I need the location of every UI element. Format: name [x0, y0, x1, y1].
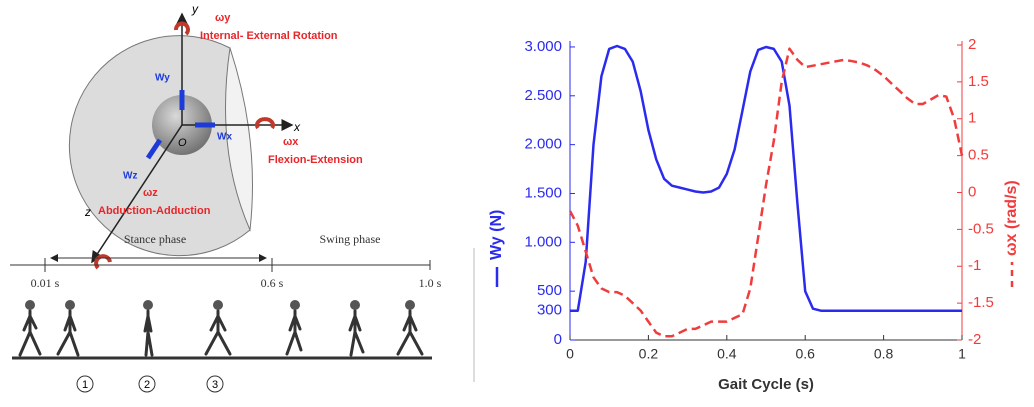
label: Abduction-Adduction: [98, 205, 211, 217]
y-tick-label: 1.000: [524, 233, 562, 250]
time-label: 0.01 s: [31, 276, 60, 290]
y2-tick-label: 1: [968, 110, 976, 127]
y2-tick-label: 0: [968, 183, 976, 200]
y2-axis-label: ωx (rad/s): [1003, 180, 1020, 256]
y-tick-label: 3.000: [524, 38, 562, 55]
x-tick-label: 0: [566, 346, 574, 362]
rotation-icon: [174, 21, 190, 36]
label: Internal- External Rotation: [200, 30, 338, 42]
series-line: [568, 47, 964, 338]
label: ωz: [143, 187, 158, 199]
y2-axis-legend: ωx (rad/s): [1003, 180, 1020, 287]
axis: [91, 124, 183, 264]
rotation-icon: [255, 117, 275, 130]
y-axis-legend: Wy (N): [488, 210, 505, 287]
x-tick-label: 0.4: [717, 346, 737, 362]
label: Wx: [217, 132, 232, 143]
y2-tick-label: -0.5: [968, 220, 994, 237]
rotation-icon: [94, 254, 112, 270]
y-tick-label: 1.500: [524, 184, 562, 201]
axis-label: x: [293, 120, 301, 134]
walkers: [18, 300, 424, 357]
x-tick-label: 0.6: [795, 346, 815, 362]
label: ωx: [283, 136, 299, 148]
y-tick-label: 300: [537, 302, 562, 319]
force-arrow: [145, 138, 163, 160]
x-tick-label: 1: [958, 346, 966, 362]
y-tick-label: 2.500: [524, 87, 562, 104]
marker-label: 1: [82, 379, 88, 391]
axis-label: y: [191, 2, 199, 16]
y2-tick-label: 2: [968, 36, 976, 53]
x-axis-label: Gait Cycle (s): [718, 376, 814, 393]
x-tick-label: 0.8: [874, 346, 894, 362]
phase-label: Swing phase: [320, 232, 381, 246]
marker-circle: [76, 375, 94, 393]
y-tick-label: 0: [554, 331, 562, 348]
time-label: 0.6 s: [261, 276, 284, 290]
label: Flexion-Extension: [268, 154, 363, 166]
marker-circle: [206, 375, 224, 393]
y2-tick-label: -2: [968, 331, 981, 348]
y2-tick-label: -1.5: [968, 294, 994, 311]
marker-label: 2: [144, 379, 150, 391]
marker-label: 3: [212, 379, 218, 391]
marker-circle: [138, 375, 156, 393]
y-axis-label: Wy (N): [488, 210, 505, 260]
y2-tick-label: 0.5: [968, 147, 989, 164]
axis-label: z: [84, 205, 91, 219]
gait-diagram: Stance phase Swing phase 0.01 s 0.6 s 1.…: [10, 232, 475, 393]
y2-tick-label: 1.5: [968, 73, 989, 90]
acetabulum: [68, 35, 251, 257]
series-line: [570, 44, 962, 312]
joint-diagram: y ωy Internal- External Rotation Wy O Wx…: [68, 2, 363, 270]
time-label: 1.0 s: [419, 276, 442, 290]
label: Wy: [155, 73, 170, 84]
y2-tick-label: -1: [968, 257, 981, 274]
rim: [225, 47, 253, 232]
label: Wz: [123, 171, 137, 182]
phase-label: Stance phase: [124, 232, 186, 246]
y-tick-label: 2.000: [524, 136, 562, 153]
chart: Gait Cycle (s) 0 0.2 0.4 0.6 0.8 1 0 300 500 1.00…: [488, 36, 1020, 393]
label: O: [178, 137, 187, 149]
label: ωy: [215, 12, 231, 24]
x-tick-label: 0.2: [639, 346, 659, 362]
y-tick-label: 500: [537, 282, 562, 299]
